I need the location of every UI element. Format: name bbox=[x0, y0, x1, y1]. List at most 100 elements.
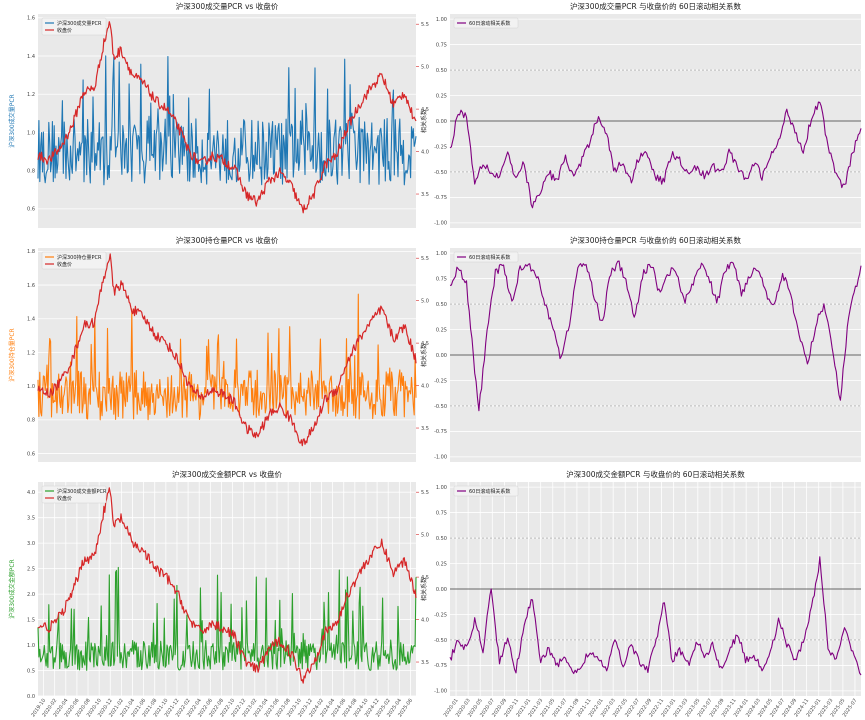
chart-title: 沪深300持仓量PCR 与收盘价的 60日滚动相关系数 bbox=[570, 235, 742, 245]
y-tick-label: 0.0 bbox=[27, 694, 35, 700]
legend-box bbox=[41, 251, 107, 270]
y-tick-label: -0.25 bbox=[434, 612, 447, 618]
y2-tick-label: 3.5 bbox=[421, 192, 429, 198]
y-tick-label: 0.6 bbox=[27, 451, 35, 457]
y-tick-label: 1.00 bbox=[436, 485, 447, 491]
y-tick-label: -0.75 bbox=[434, 429, 447, 435]
y-tick-label: 1.4 bbox=[27, 317, 35, 323]
legend-label: 收盘价 bbox=[57, 261, 72, 268]
legend-label: 60日滚动相关系数 bbox=[469, 254, 510, 261]
y-tick-label: 0.8 bbox=[27, 168, 35, 174]
y2-tick-label: 5.5 bbox=[421, 22, 429, 28]
y-tick-label: 1.8 bbox=[27, 249, 35, 255]
panel-5: 沪深300成交金额PCR vs 收盘价2019-102020-022020-04… bbox=[8, 469, 429, 718]
y-tick-label: 3.0 bbox=[27, 541, 35, 547]
y-tick-label: 0.75 bbox=[436, 276, 447, 282]
y-tick-label: -0.50 bbox=[434, 638, 447, 644]
y-axis-label: 相关系数 bbox=[420, 577, 428, 601]
y-tick-label: 0.25 bbox=[436, 561, 447, 567]
legend-label: 60日滚动相关系数 bbox=[469, 20, 510, 27]
y2-tick-label: 3.5 bbox=[421, 426, 429, 432]
y-tick-label: 0.00 bbox=[436, 587, 447, 593]
chart-title: 沪深300成交金额PCR 与收盘价的 60日滚动相关系数 bbox=[566, 469, 745, 479]
y-tick-label: -0.75 bbox=[434, 195, 447, 201]
y-axis-label: 相关系数 bbox=[420, 109, 428, 133]
panel-6: 沪深300成交金额PCR 与收盘价的 60日滚动相关系数2020-012020-… bbox=[420, 469, 862, 718]
y-tick-label: -0.50 bbox=[434, 404, 447, 410]
y-tick-label: 2.5 bbox=[27, 566, 35, 572]
y2-tick-label: 4.0 bbox=[421, 149, 429, 155]
y-tick-label: 1.6 bbox=[27, 16, 35, 22]
y2-tick-label: 4.5 bbox=[421, 341, 429, 347]
chart-title: 沪深300成交量PCR vs 收盘价 bbox=[176, 1, 279, 11]
plot-area bbox=[38, 482, 416, 696]
y-axis-label: 沪深300成交金额PCR bbox=[8, 559, 16, 618]
y2-tick-label: 3.5 bbox=[421, 660, 429, 666]
y-tick-label: 1.2 bbox=[27, 350, 35, 356]
y2-tick-label: 5.0 bbox=[421, 532, 429, 538]
close-price-line bbox=[37, 21, 417, 214]
y-tick-label: 0.50 bbox=[436, 536, 447, 542]
y-axis-label: 沪深300成交量PCR bbox=[8, 94, 16, 147]
y-tick-label: 1.0 bbox=[27, 130, 35, 136]
close-price-line bbox=[37, 253, 417, 447]
y2-tick-label: 5.0 bbox=[421, 64, 429, 70]
y-tick-label: 0.6 bbox=[27, 207, 35, 213]
legend-label: 60日滚动相关系数 bbox=[469, 488, 510, 495]
y-tick-label: 1.00 bbox=[436, 251, 447, 257]
y-tick-label: -1.00 bbox=[434, 455, 447, 461]
y-tick-label: 0.5 bbox=[27, 668, 35, 674]
y2-tick-label: 5.0 bbox=[421, 298, 429, 304]
y-tick-label: 1.00 bbox=[436, 17, 447, 23]
y-tick-label: 0.8 bbox=[27, 418, 35, 424]
y-tick-label: 0.50 bbox=[436, 68, 447, 74]
y2-tick-label: 4.5 bbox=[421, 575, 429, 581]
rolling-corr-line bbox=[449, 260, 862, 412]
y-tick-label: 1.6 bbox=[27, 283, 35, 289]
panel-1: 沪深300成交量PCR vs 收盘价 0.6 0.8 1.0 1.2 1.4 1.6 沪深30… bbox=[8, 1, 429, 228]
chart-title: 沪深300持仓量PCR vs 收盘价 bbox=[176, 235, 279, 245]
y-axis-label: 沪深300持仓量PCR bbox=[8, 328, 16, 381]
legend-label: 收盘价 bbox=[57, 27, 72, 34]
y-tick-label: -1.00 bbox=[434, 689, 447, 695]
y-tick-label: 0.00 bbox=[436, 119, 447, 125]
legend-box bbox=[41, 17, 107, 36]
plot-area bbox=[38, 248, 416, 462]
legend-label: 收盘价 bbox=[57, 495, 72, 502]
y-tick-label: -0.25 bbox=[434, 144, 447, 150]
legend-box bbox=[453, 485, 519, 497]
legend-label: 沪深300成交金额PCR bbox=[57, 488, 107, 495]
panel-3: 沪深300持仓量PCR vs 收盘价 0.6 0.8 1.0 1.2 1.4 1.6 1.8 沪… bbox=[8, 235, 429, 462]
close-price-line bbox=[37, 487, 417, 684]
y2-tick-label: 4.5 bbox=[421, 107, 429, 113]
y-tick-label: 4.0 bbox=[27, 490, 35, 496]
legend-box bbox=[453, 17, 519, 29]
legend-box bbox=[453, 251, 519, 263]
y2-tick-label: 5.5 bbox=[421, 490, 429, 496]
y-axis-label: 相关系数 bbox=[420, 343, 428, 367]
y-tick-label: 0.25 bbox=[436, 327, 447, 333]
y-tick-label: 3.5 bbox=[27, 515, 35, 521]
y-tick-label: -0.50 bbox=[434, 170, 447, 176]
y-tick-label: 0.75 bbox=[436, 42, 447, 48]
y-tick-label: 0.50 bbox=[436, 302, 447, 308]
y2-tick-label: 4.0 bbox=[421, 383, 429, 389]
rolling-corr-line bbox=[449, 101, 862, 209]
y2-tick-label: 5.5 bbox=[421, 256, 429, 262]
chart-title: 沪深300成交金额PCR vs 收盘价 bbox=[172, 469, 282, 479]
pcr-line bbox=[37, 55, 417, 186]
legend-box bbox=[41, 485, 107, 504]
y-tick-label: 1.4 bbox=[27, 54, 35, 60]
y-tick-label: 0.00 bbox=[436, 353, 447, 359]
y-tick-label: 0.75 bbox=[436, 510, 447, 516]
pcr-line bbox=[37, 293, 417, 421]
y-tick-label: -0.25 bbox=[434, 378, 447, 384]
y-tick-label: -0.75 bbox=[434, 663, 447, 669]
rolling-corr-line bbox=[449, 556, 862, 676]
y-tick-label: 2.0 bbox=[27, 592, 35, 598]
panel-4: 沪深300持仓量PCR 与收盘价的 60日滚动相关系数 -1.00 -0.75 -0.… bbox=[420, 235, 862, 462]
y-tick-label: 1.0 bbox=[27, 643, 35, 649]
legend-label: 沪深300持仓量PCR bbox=[57, 254, 102, 261]
